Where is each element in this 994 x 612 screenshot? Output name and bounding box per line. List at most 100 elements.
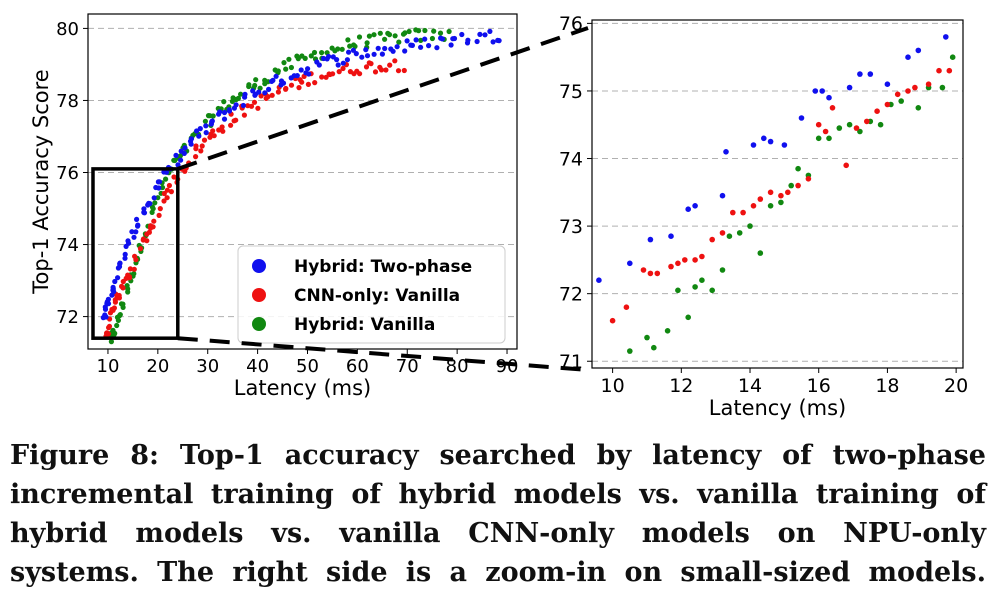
left-point-cnn-only-vanilla	[305, 81, 311, 87]
left-point-hybrid-two-phase	[203, 130, 209, 136]
left-point-hybrid-two-phase	[226, 107, 232, 113]
left-point-cnn-only-vanilla	[156, 212, 162, 218]
left-point-hybrid-vanilla	[392, 33, 398, 39]
left-point-cnn-only-vanilla	[210, 128, 216, 134]
right-point-hybrid-vanilla	[675, 287, 681, 294]
right-y-tick-label: 74	[559, 148, 583, 170]
left-point-cnn-only-vanilla	[340, 65, 346, 72]
right-point-hybrid-vanilla	[939, 84, 946, 91]
left-point-hybrid-vanilla	[400, 31, 407, 37]
right-point-hybrid-two-phase	[819, 88, 825, 94]
left-point-hybrid-vanilla	[446, 28, 452, 35]
left-point-hybrid-two-phase	[221, 116, 228, 122]
right-point-cnn-only-vanilla	[822, 128, 829, 135]
zoom-connector-lines	[177, 26, 589, 372]
left-point-hybrid-two-phase	[487, 28, 493, 34]
right-point-hybrid-vanilla	[726, 233, 733, 239]
left-point-cnn-only-vanilla	[131, 266, 137, 272]
left-point-hybrid-vanilla	[335, 46, 341, 52]
left-point-hybrid-two-phase	[197, 126, 203, 132]
left-point-cnn-only-vanilla	[151, 218, 157, 224]
left-x-tick-label: 60	[346, 356, 369, 377]
left-point-cnn-only-vanilla	[377, 64, 383, 70]
left-point-hybrid-two-phase	[175, 162, 181, 168]
left-point-hybrid-vanilla	[163, 176, 169, 182]
right-y-tick-label: 75	[559, 81, 583, 103]
left-plot-frame	[87, 13, 518, 350]
left-point-hybrid-vanilla	[221, 99, 227, 105]
right-point-cnn-only-vanilla	[884, 101, 891, 108]
left-point-cnn-only-vanilla	[193, 146, 199, 152]
left-point-hybrid-two-phase	[134, 216, 140, 222]
left-point-hybrid-two-phase	[266, 86, 272, 92]
left-point-cnn-only-vanilla	[127, 266, 133, 272]
left-point-hybrid-two-phase	[409, 42, 415, 49]
left-point-hybrid-vanilla	[345, 37, 351, 43]
left-point-hybrid-two-phase	[122, 251, 128, 257]
right-point-cnn-only-vanilla	[647, 270, 654, 277]
left-point-cnn-only-vanilla	[105, 331, 112, 337]
left-point-hybrid-two-phase	[178, 157, 184, 163]
left-point-hybrid-vanilla	[386, 31, 393, 38]
right-point-cnn-only-vanilla	[795, 182, 801, 189]
left-point-cnn-only-vanilla	[330, 71, 336, 77]
left-point-hybrid-two-phase	[298, 67, 304, 73]
left-point-hybrid-two-phase	[474, 38, 480, 45]
left-point-hybrid-two-phase	[209, 118, 215, 124]
zoom-connector-bottom	[177, 336, 589, 372]
left-point-hybrid-two-phase	[141, 210, 148, 216]
left-point-hybrid-two-phase	[102, 306, 109, 312]
left-point-cnn-only-vanilla	[220, 128, 226, 134]
left-point-cnn-only-vanilla	[401, 67, 407, 74]
left-point-hybrid-two-phase	[482, 32, 488, 38]
left-point-hybrid-two-phase	[490, 39, 496, 45]
right-point-hybrid-two-phase	[915, 47, 922, 54]
left-point-hybrid-two-phase	[163, 169, 170, 175]
left-x-tick-label: 20	[146, 356, 169, 377]
left-point-hybrid-vanilla	[429, 35, 435, 42]
right-point-hybrid-two-phase	[668, 233, 674, 239]
right-point-hybrid-two-phase	[884, 81, 891, 87]
right-point-hybrid-vanilla	[692, 284, 698, 290]
left-point-hybrid-two-phase	[273, 73, 279, 79]
left-point-hybrid-two-phase	[105, 301, 112, 307]
left-point-hybrid-two-phase	[363, 47, 369, 53]
left-point-hybrid-two-phase	[133, 229, 139, 235]
left-point-hybrid-vanilla	[150, 206, 156, 212]
left-legend: Hybrid: Two-phase CNN-only: Vanilla Hybrid…	[237, 245, 506, 344]
left-point-hybrid-vanilla	[202, 118, 208, 124]
right-point-hybrid-two-phase	[826, 94, 832, 101]
left-point-hybrid-vanilla	[120, 301, 126, 307]
left-point-hybrid-two-phase	[402, 48, 408, 54]
left-point-hybrid-vanilla	[111, 330, 117, 336]
left-point-hybrid-two-phase	[306, 71, 312, 77]
left-point-cnn-only-vanilla	[193, 154, 199, 160]
right-point-hybrid-two-phase	[781, 142, 788, 148]
left-point-hybrid-two-phase	[353, 51, 359, 57]
left-point-hybrid-two-phase	[256, 89, 262, 95]
left-point-hybrid-two-phase	[477, 31, 483, 37]
zoom-connector-top	[177, 26, 589, 171]
left-point-hybrid-vanilla	[114, 322, 120, 329]
right-point-hybrid-vanilla	[788, 182, 794, 189]
right-point-hybrid-vanilla	[664, 328, 671, 334]
right-point-cnn-only-vanilla	[805, 176, 812, 182]
right-point-hybrid-vanilla	[747, 223, 753, 229]
left-point-cnn-only-vanilla	[144, 238, 150, 244]
right-point-hybrid-vanilla	[709, 287, 715, 294]
left-point-cnn-only-vanilla	[228, 122, 234, 128]
left-point-hybrid-two-phase	[173, 152, 179, 158]
zoom-box	[91, 167, 180, 340]
left-point-cnn-only-vanilla	[166, 182, 172, 189]
left-point-hybrid-vanilla	[347, 43, 353, 49]
right-point-hybrid-vanilla	[644, 334, 650, 341]
left-point-hybrid-two-phase	[326, 53, 332, 60]
left-point-cnn-only-vanilla	[231, 118, 237, 124]
left-point-hybrid-two-phase	[451, 35, 458, 42]
right-y-tick-label: 73	[559, 216, 583, 238]
right-point-cnn-only-vanilla	[719, 230, 726, 236]
left-point-cnn-only-vanilla	[161, 198, 167, 204]
left-point-hybrid-vanilla	[311, 49, 318, 56]
right-point-hybrid-two-phase	[647, 236, 654, 243]
